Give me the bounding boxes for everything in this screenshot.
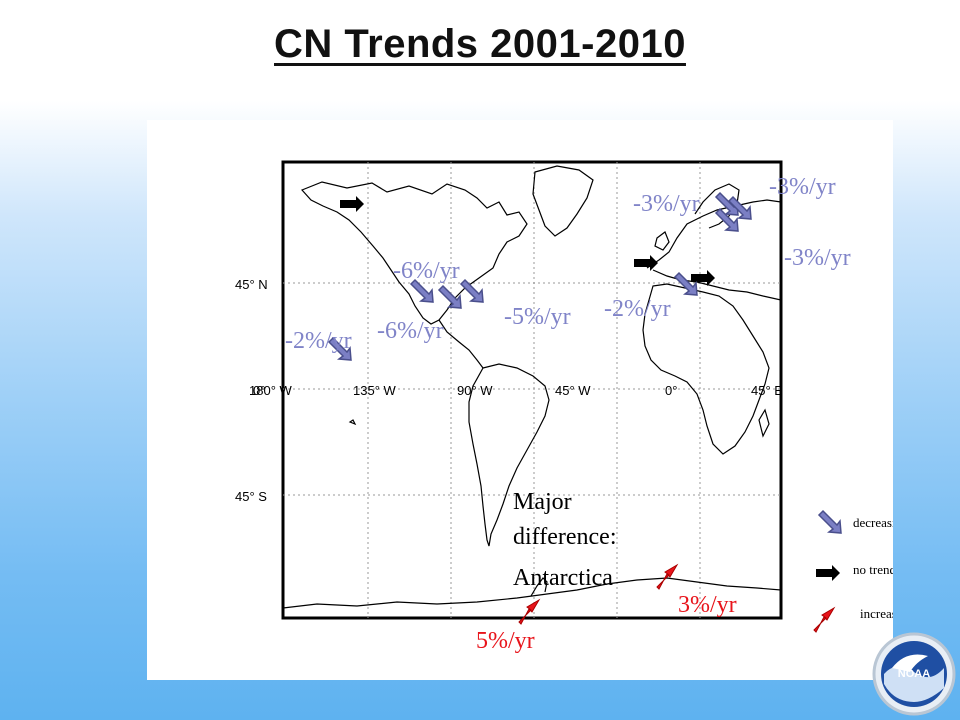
lon-tick: 135° W (353, 383, 397, 398)
trend-label: 3%/yr (678, 592, 737, 618)
legend-no-trend-label: no trend (853, 562, 893, 577)
annotation-line: difference: (513, 524, 617, 550)
annotation-line: Major (513, 489, 572, 515)
latitude-labels: 45° N 0° 45° S (235, 277, 268, 504)
legend-decreasing-label: decreasing (853, 515, 893, 530)
lat-tick: 45° N (235, 277, 268, 292)
trend-label: -3%/yr (769, 174, 836, 200)
legend: decreasing no trend increasing (813, 510, 893, 633)
lat-tick: 45° S (235, 489, 267, 504)
trend-label: 5%/yr (476, 628, 535, 654)
trend-labels: -3%/yr -3%/yr -3%/yr -6%/yr -2%/yr -5%/y… (285, 174, 851, 654)
map-panel: 180° W 135° W 90° W 45° W 0° 45° E 45° N… (147, 120, 893, 680)
world-map: 180° W 135° W 90° W 45° W 0° 45° E 45° N… (235, 160, 893, 654)
legend-no-trend-arrow (816, 565, 840, 581)
antarctica-annotation: Major difference: Antarctica (513, 489, 617, 591)
coastlines (283, 165, 781, 609)
trend-label: -6%/yr (377, 318, 444, 344)
longitude-labels: 180° W 135° W 90° W 45° W 0° 45° E (249, 383, 783, 398)
lon-tick: 45° W (555, 383, 591, 398)
slide-title: CN Trends 2001-2010 (274, 22, 686, 66)
lon-tick: 45° E (751, 383, 783, 398)
trend-label: -5%/yr (504, 304, 571, 330)
trend-label: -3%/yr (784, 245, 851, 271)
annotation-line: Antarctica (513, 565, 613, 591)
trend-label: -3%/yr (633, 191, 700, 217)
graticule (283, 162, 781, 618)
legend-increasing-label: increasing (860, 606, 893, 621)
trend-label: -2%/yr (285, 328, 352, 354)
lat-tick: 0° (253, 383, 265, 398)
noaa-logo-icon: NOAA (872, 632, 956, 716)
legend-increasing-arrow (813, 607, 835, 633)
lon-tick: 180° W (249, 383, 293, 398)
trend-label: -2%/yr (604, 296, 671, 322)
lon-tick: 90° W (457, 383, 493, 398)
legend-decreasing-arrow (818, 510, 842, 534)
lon-tick: 0° (665, 383, 677, 398)
noaa-logo-text: NOAA (898, 668, 930, 680)
trend-label: -6%/yr (393, 258, 460, 284)
